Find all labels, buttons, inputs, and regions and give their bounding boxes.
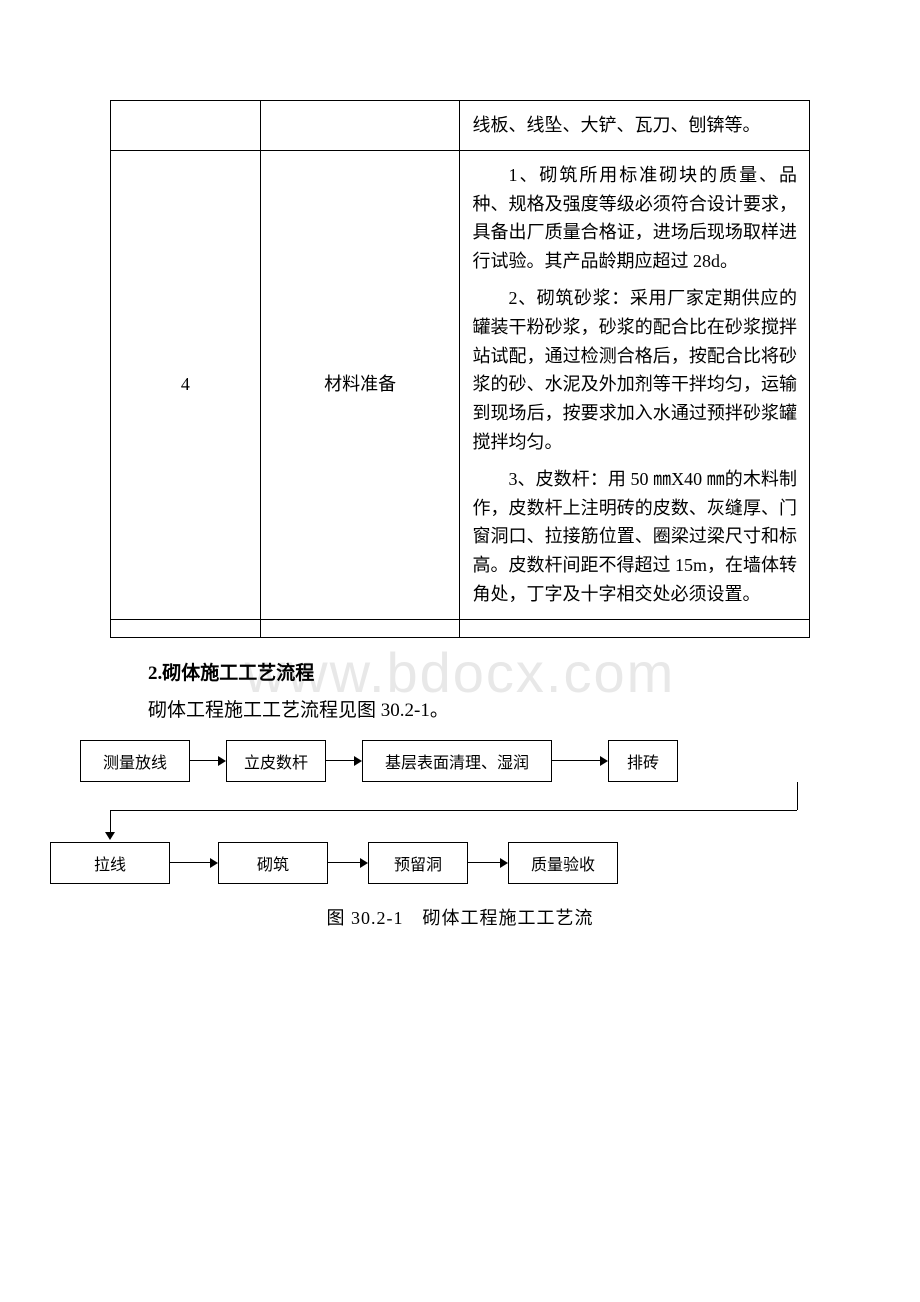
flow-box-arrange: 排砖 — [608, 740, 678, 782]
flow-box-reserve: 预留洞 — [368, 842, 468, 884]
flow-box-measure: 测量放线 — [80, 740, 190, 782]
cell-empty — [260, 619, 460, 637]
flow-connector — [80, 782, 840, 842]
paragraph: 2、砌筑砂浆：采用厂家定期供应的罐装干粉砂浆，砂浆的配合比在砂浆搅拌站试配，通过… — [472, 284, 797, 457]
paragraph: 3、皮数杆：用 50 ㎜X40 ㎜的木料制作，皮数杆上注明砖的皮数、灰缝厚、门窗… — [472, 465, 797, 609]
cell-label: 材料准备 — [260, 150, 460, 619]
arrow-icon — [552, 756, 608, 766]
figure-caption: 图 30.2-1 砌体工程施工工艺流 — [80, 904, 840, 930]
cell-empty — [111, 101, 261, 151]
table-row-empty — [111, 619, 810, 637]
flow-box-clean: 基层表面清理、湿润 — [362, 740, 552, 782]
flow-box-inspect: 质量验收 — [508, 842, 618, 884]
arrow-icon — [190, 756, 226, 766]
intro-text: 砌体工程施工工艺流程见图 30.2-1。 — [110, 695, 810, 722]
cell-prev-content: 线板、线坠、大铲、瓦刀、刨锛等。 — [460, 101, 810, 151]
table-row: 线板、线坠、大铲、瓦刀、刨锛等。 — [111, 101, 810, 151]
arrow-icon — [468, 858, 508, 868]
arrow-icon — [170, 858, 218, 868]
cell-empty — [460, 619, 810, 637]
section-heading: 2.砌体施工工艺流程 — [110, 658, 810, 685]
preparation-table: 线板、线坠、大铲、瓦刀、刨锛等。 4 材料准备 1、砌筑所用标准砌块的质量、品种… — [110, 100, 810, 638]
flowchart: 测量放线 立皮数杆 基层表面清理、湿润 排砖 拉线 砌筑 预留洞 质量 — [80, 740, 840, 930]
flow-row-2: 拉线 砌筑 预留洞 质量验收 — [50, 842, 840, 884]
table-row: 4 材料准备 1、砌筑所用标准砌块的质量、品种、规格及强度等级必须符合设计要求，… — [111, 150, 810, 619]
cell-content: 1、砌筑所用标准砌块的质量、品种、规格及强度等级必须符合设计要求，具备出厂质量合… — [460, 150, 810, 619]
arrow-icon — [326, 756, 362, 766]
paragraph: 1、砌筑所用标准砌块的质量、品种、规格及强度等级必须符合设计要求，具备出厂质量合… — [472, 161, 797, 276]
flow-box-line: 拉线 — [50, 842, 170, 884]
flow-box-pole: 立皮数杆 — [226, 740, 326, 782]
cell-number: 4 — [111, 150, 261, 619]
flow-box-build: 砌筑 — [218, 842, 328, 884]
page-content: 线板、线坠、大铲、瓦刀、刨锛等。 4 材料准备 1、砌筑所用标准砌块的质量、品种… — [110, 100, 810, 930]
cell-empty — [260, 101, 460, 151]
arrow-icon — [328, 858, 368, 868]
flow-row-1: 测量放线 立皮数杆 基层表面清理、湿润 排砖 — [80, 740, 840, 782]
cell-empty — [111, 619, 261, 637]
